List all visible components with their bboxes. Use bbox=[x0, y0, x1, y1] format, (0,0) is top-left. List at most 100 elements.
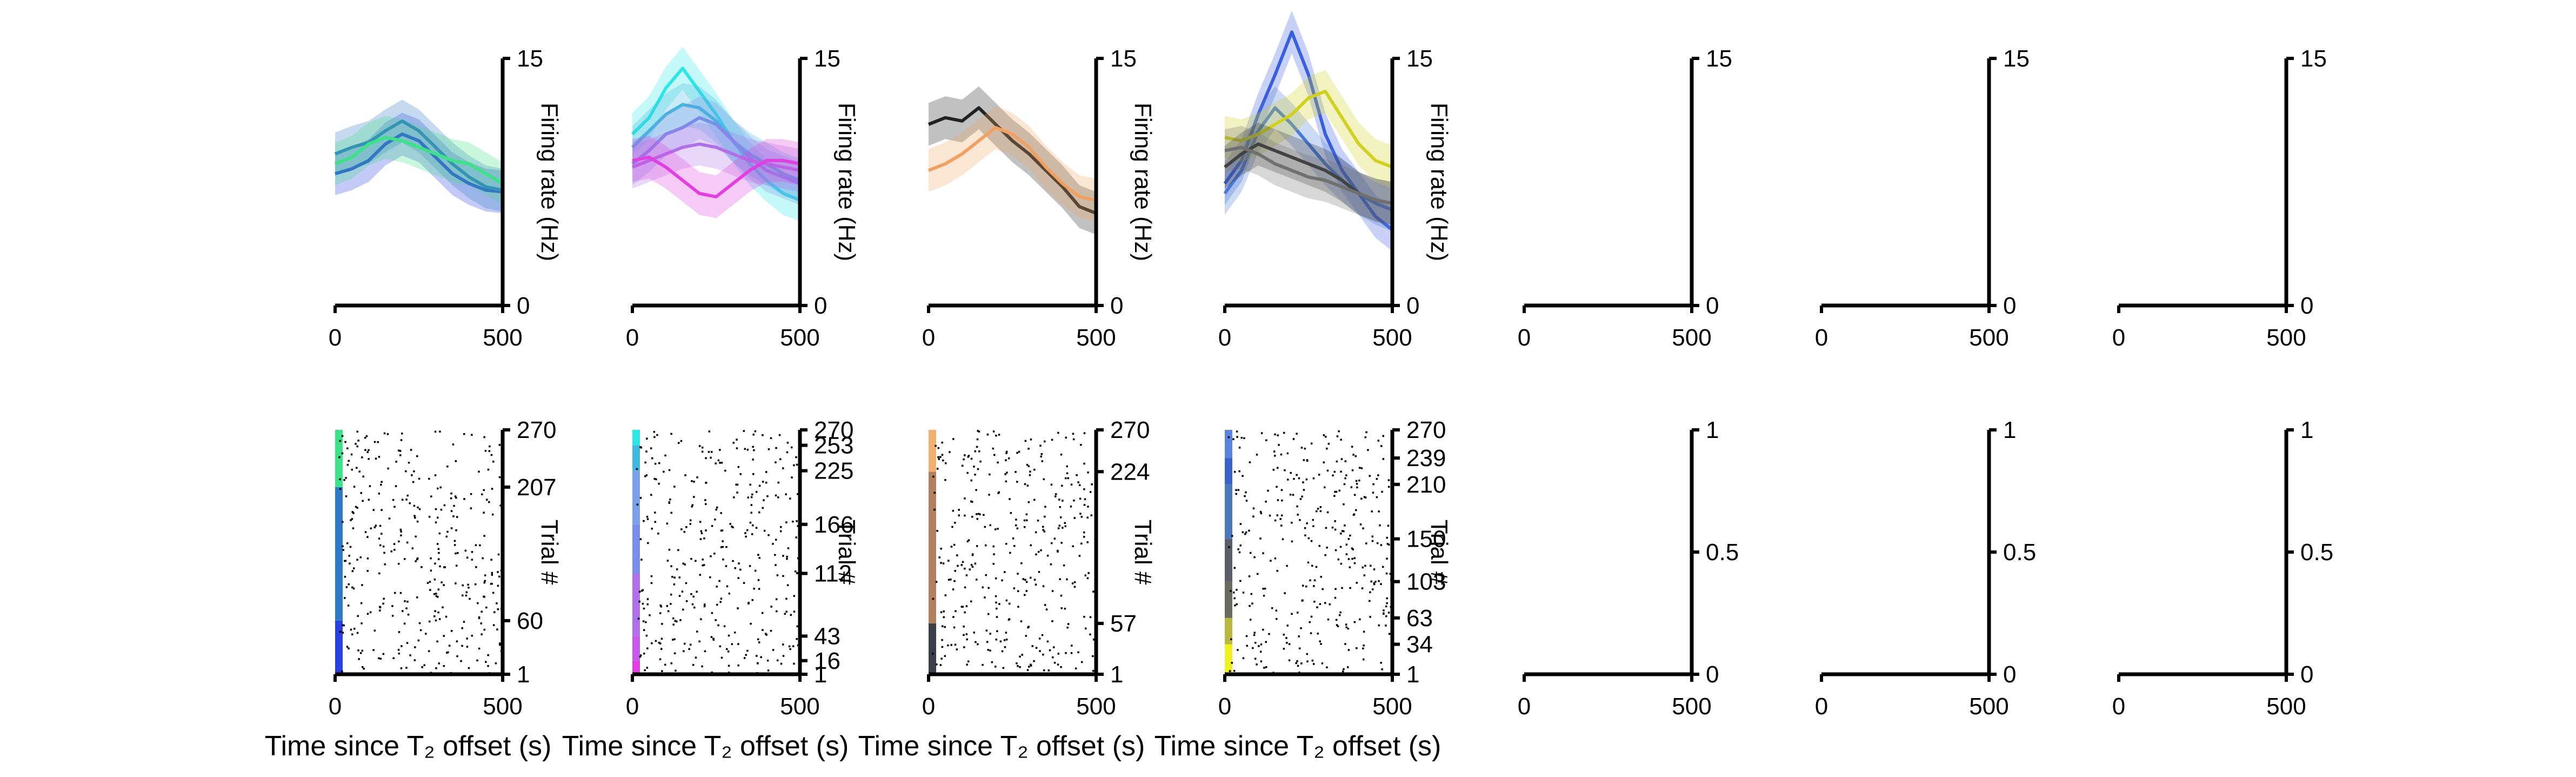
spike-dot bbox=[749, 565, 751, 567]
spike-dot bbox=[726, 585, 729, 588]
spike-dot bbox=[1367, 449, 1369, 451]
spike-dot bbox=[483, 628, 486, 631]
spike-dot bbox=[398, 631, 401, 633]
y-tick-label: 15 bbox=[1406, 45, 1433, 72]
series-1-line bbox=[1223, 30, 1393, 231]
spike-dot bbox=[1344, 460, 1347, 462]
spike-dot bbox=[1285, 637, 1287, 639]
spike-dot bbox=[450, 497, 452, 500]
spike-dot bbox=[1005, 459, 1007, 461]
spike-dot bbox=[368, 449, 370, 451]
spike-dot bbox=[796, 572, 799, 574]
spike-dot bbox=[366, 451, 369, 453]
spike-dot bbox=[498, 575, 500, 578]
spike-dot bbox=[1248, 575, 1251, 577]
spike-dot bbox=[366, 570, 369, 572]
spike-dot bbox=[1057, 527, 1060, 529]
spike-dot bbox=[397, 649, 400, 651]
spike-dot bbox=[481, 633, 483, 635]
spike-dot bbox=[1298, 647, 1301, 649]
series-2-error-band bbox=[929, 106, 1096, 222]
spike-dot bbox=[1238, 551, 1241, 554]
spike-dot bbox=[395, 461, 397, 463]
spike-dot bbox=[715, 508, 717, 511]
series-3-line bbox=[334, 136, 504, 185]
spike-dot bbox=[1080, 516, 1083, 518]
spike-dot bbox=[797, 493, 799, 495]
spike-dot bbox=[755, 527, 758, 529]
spike-dot bbox=[428, 477, 430, 480]
spike-dot bbox=[1353, 562, 1356, 565]
spike-dot bbox=[438, 662, 441, 665]
spike-dot bbox=[944, 655, 946, 657]
spike-dot bbox=[1307, 537, 1310, 540]
series-5-line bbox=[1224, 145, 1393, 205]
spike-dot bbox=[705, 503, 707, 505]
spike-dot bbox=[1249, 605, 1251, 607]
spike-dot bbox=[1253, 634, 1256, 636]
spike-dot bbox=[1089, 491, 1092, 493]
spike-dot bbox=[1373, 582, 1376, 585]
spike-dot bbox=[792, 520, 794, 523]
spike-dot bbox=[1044, 604, 1046, 606]
spike-dot bbox=[659, 658, 662, 660]
x-tick-label: 500 bbox=[2266, 693, 2306, 720]
spike-dot bbox=[483, 595, 485, 597]
spike-dot bbox=[646, 437, 648, 440]
spike-dot bbox=[1331, 526, 1334, 529]
spike-dot bbox=[342, 549, 344, 551]
spike-dot bbox=[1230, 590, 1232, 592]
spike-dot bbox=[372, 509, 375, 511]
spike-dot bbox=[1083, 462, 1085, 465]
spike-dot bbox=[1297, 514, 1299, 516]
spike-dot bbox=[996, 607, 998, 610]
spike-dot bbox=[1383, 613, 1385, 615]
spike-dot bbox=[413, 504, 416, 507]
x-tick-label: 500 bbox=[1372, 324, 1412, 351]
spike-dot bbox=[719, 449, 721, 451]
spike-dot bbox=[1374, 581, 1377, 583]
spike-dot bbox=[430, 569, 432, 572]
spike-dot bbox=[345, 477, 347, 479]
spike-dot bbox=[1087, 506, 1089, 508]
spike-dot bbox=[356, 430, 358, 433]
spike-dot bbox=[988, 494, 990, 496]
spike-dot bbox=[982, 663, 984, 666]
spike-dot bbox=[701, 665, 703, 668]
spike-dot bbox=[787, 547, 790, 549]
spike-dot bbox=[483, 581, 485, 584]
spike-dot bbox=[979, 513, 981, 515]
spike-dot bbox=[997, 528, 999, 530]
spike-dot bbox=[1343, 483, 1346, 486]
spike-dot bbox=[487, 654, 489, 656]
spike-dot bbox=[775, 598, 778, 600]
spike-dot bbox=[985, 544, 987, 547]
spike-dot bbox=[1272, 469, 1275, 471]
spike-dot bbox=[428, 650, 430, 652]
spike-dot bbox=[345, 586, 348, 588]
spike-dot bbox=[412, 481, 415, 483]
y-tick-label: 0 bbox=[1406, 293, 1419, 319]
spike-dot bbox=[702, 565, 704, 567]
spike-dot bbox=[392, 657, 395, 659]
spike-dot bbox=[1347, 666, 1349, 668]
y-axis-label: Trial # bbox=[1426, 520, 1452, 585]
spike-dot bbox=[437, 596, 439, 598]
condition-block-4 bbox=[1225, 539, 1232, 582]
spike-dot bbox=[1300, 662, 1303, 665]
spike-dot bbox=[964, 497, 966, 500]
spike-dot bbox=[435, 619, 437, 622]
spike-dot bbox=[1363, 645, 1365, 647]
spike-dot bbox=[1029, 470, 1031, 473]
spike-dot bbox=[1382, 566, 1384, 568]
spike-dot bbox=[1372, 588, 1374, 590]
spike-dot bbox=[1066, 472, 1069, 475]
spike-dot bbox=[942, 625, 944, 627]
spike-dot bbox=[1040, 455, 1042, 458]
spike-dot bbox=[758, 641, 760, 643]
spike-dot bbox=[1254, 642, 1257, 644]
spike-dot bbox=[429, 589, 431, 591]
spike-dot bbox=[1380, 445, 1383, 447]
